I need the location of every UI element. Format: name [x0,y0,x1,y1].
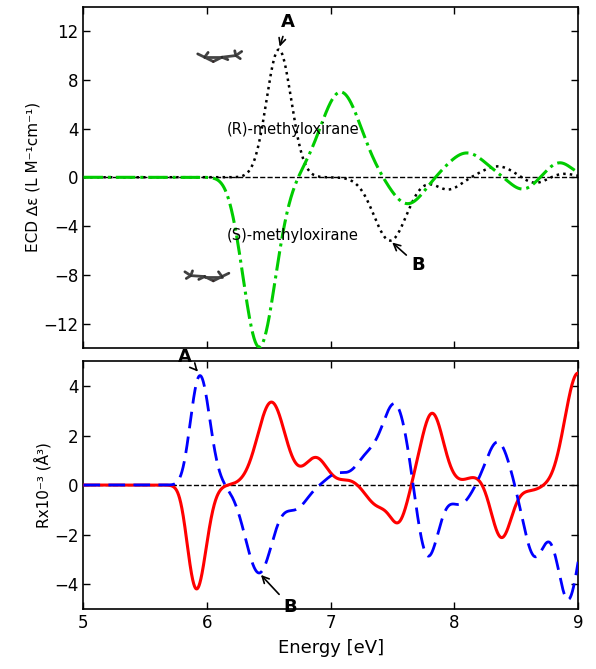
Ellipse shape [190,275,191,276]
Y-axis label: ECD ∆ε (L M⁻¹cm⁻¹): ECD ∆ε (L M⁻¹cm⁻¹) [26,102,41,252]
Text: B: B [262,576,297,615]
Ellipse shape [208,52,209,53]
X-axis label: Energy [eV]: Energy [eV] [278,639,384,656]
Ellipse shape [198,279,199,280]
Text: (S)-methyloxirane: (S)-methyloxirane [227,227,359,243]
Text: A: A [178,348,197,371]
Text: (R)-methyloxirane: (R)-methyloxirane [227,122,359,137]
Ellipse shape [221,56,223,58]
Ellipse shape [204,56,205,58]
Text: A: A [279,13,294,45]
Text: B: B [393,244,425,274]
Ellipse shape [221,276,223,278]
Ellipse shape [213,61,214,62]
Ellipse shape [204,276,205,278]
Ellipse shape [235,55,237,56]
Y-axis label: Rx10⁻³ (Å³): Rx10⁻³ (Å³) [34,442,51,528]
Ellipse shape [213,280,214,282]
Ellipse shape [228,273,229,274]
